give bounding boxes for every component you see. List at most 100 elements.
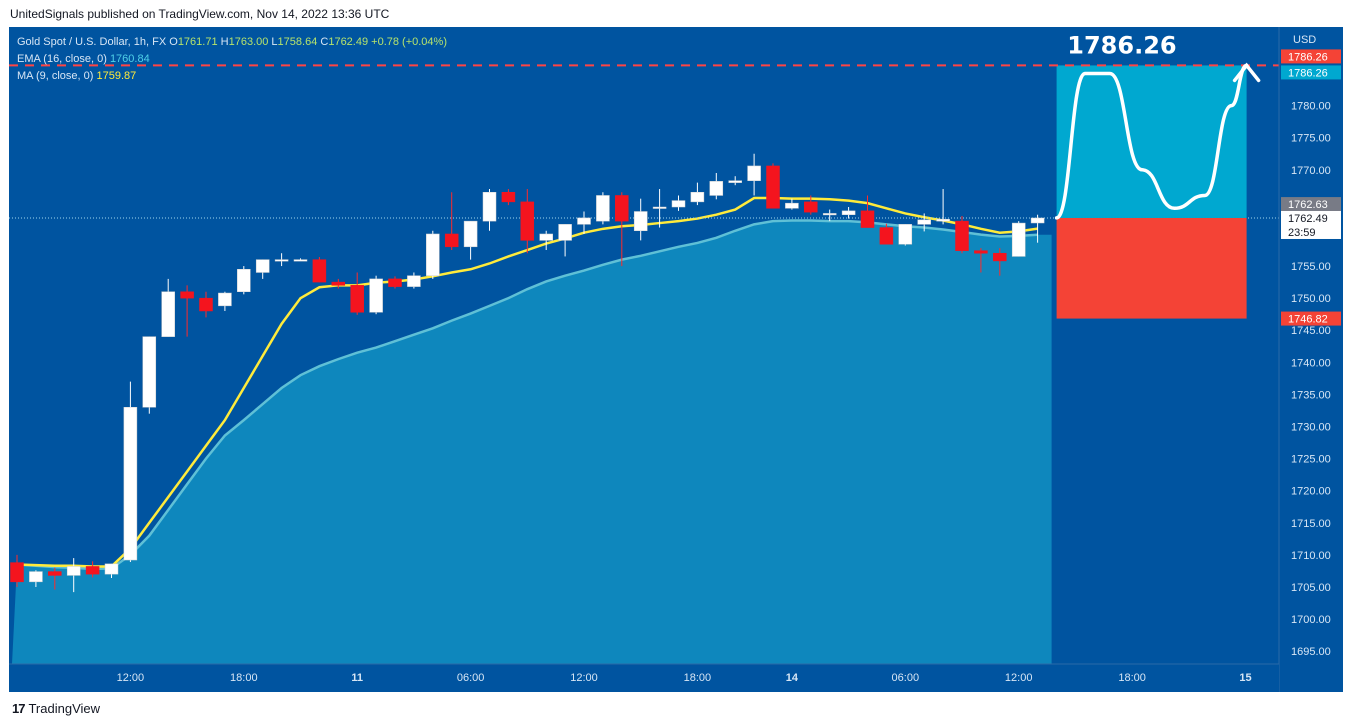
legend-open: 1761.71 <box>177 36 218 48</box>
time-tick: 15 <box>1239 672 1251 684</box>
candle <box>1011 222 1026 257</box>
candle <box>860 210 875 228</box>
price-tick: 1740.00 <box>1291 357 1331 369</box>
target-axis-tag-2-bg <box>1281 65 1341 80</box>
candle <box>66 566 81 576</box>
candle <box>690 192 705 203</box>
target-axis-tag: 1786.26 <box>1288 51 1328 63</box>
price-tick: 1745.00 <box>1291 325 1331 337</box>
candle <box>728 180 742 183</box>
stop-zone <box>1056 217 1247 319</box>
candle <box>237 269 251 292</box>
ma-label: MA (9, close, 0) <box>17 70 94 82</box>
legend-l-label: L <box>271 36 278 48</box>
time-tick: 12:00 <box>1005 672 1033 684</box>
stop-axis-tag-bg <box>1281 311 1341 326</box>
price-tick: 1730.00 <box>1291 422 1331 434</box>
candle <box>577 217 591 225</box>
candle <box>822 213 837 216</box>
price-tick: 1725.00 <box>1291 454 1331 466</box>
legend-main: Gold Spot / U.S. Dollar, 1h, FX O1761.71… <box>17 36 447 48</box>
brand-name: TradingView <box>28 701 101 716</box>
price-chart[interactable]: 1786.26 USD 1695.00 1700.00 1705.00 1710.00 17… <box>9 27 1343 692</box>
projection-path <box>1054 63 1249 220</box>
candle <box>841 210 856 215</box>
price-tick: 1710.00 <box>1291 550 1331 562</box>
candle <box>10 562 24 583</box>
candle <box>293 259 308 262</box>
candle <box>104 563 119 575</box>
candle <box>142 336 157 408</box>
legend-ema: EMA (16, close, 0) 1760.84 <box>17 53 150 65</box>
candle <box>633 211 648 232</box>
price-tick: 1695.00 <box>1291 646 1331 658</box>
candle <box>218 292 232 307</box>
time-tick: 12:00 <box>117 672 145 684</box>
candle <box>161 291 175 337</box>
time-axis <box>9 664 1279 692</box>
price-tick: 1720.00 <box>1291 486 1331 498</box>
current-price-tag: 1762.49 <box>1288 213 1328 225</box>
candle <box>426 233 440 276</box>
price-tick: 1780.00 <box>1291 101 1331 113</box>
currency-label: USD <box>1293 34 1316 46</box>
candle <box>785 202 799 209</box>
price-tick: 1750.00 <box>1291 293 1331 305</box>
candle <box>520 201 535 241</box>
legend-h-label: H <box>220 36 229 48</box>
target-axis-tag-2: 1786.26 <box>1288 67 1328 79</box>
candle <box>993 252 1007 262</box>
candle <box>917 219 931 225</box>
time-tick: 12:00 <box>570 672 598 684</box>
candle <box>747 165 761 181</box>
candle <box>955 220 969 251</box>
ma-area-fill <box>12 220 1052 664</box>
countdown-tag: 23:59 <box>1288 227 1316 239</box>
candle <box>369 278 383 313</box>
candle <box>879 227 894 245</box>
ema-value: 1760.84 <box>109 53 150 65</box>
candle <box>199 297 213 312</box>
candle <box>444 233 459 248</box>
legend-change: +0.78 (+0.04%) <box>371 36 447 48</box>
candle <box>898 224 913 245</box>
candle <box>407 275 421 287</box>
legend-symbol: Gold Spot / U.S. Dollar, 1h, FX <box>17 36 167 48</box>
publisher-header: UnitedSignals published on TradingView.c… <box>10 7 390 21</box>
candle <box>596 195 610 222</box>
time-tick: 06:00 <box>892 672 920 684</box>
current-price-tag-bg <box>1281 210 1341 239</box>
price-tick: 1700.00 <box>1291 614 1331 626</box>
legend-close: 1762.49 <box>328 36 369 48</box>
candle <box>766 165 780 209</box>
price-tick: 1715.00 <box>1291 518 1331 530</box>
target-zone <box>1056 65 1247 218</box>
candle <box>85 566 100 575</box>
price-tick: 1770.00 <box>1291 165 1331 177</box>
legend-low: 1758.64 <box>277 36 318 48</box>
projection-arrow-head <box>1232 62 1261 83</box>
price-tick: 1775.00 <box>1291 133 1331 145</box>
target-axis-tag-bg <box>1281 49 1341 64</box>
candle <box>463 220 478 248</box>
candle <box>48 571 62 576</box>
candle <box>482 192 497 222</box>
time-tick: 18:00 <box>230 672 258 684</box>
candle <box>312 259 327 283</box>
tradingview-logo-icon: 17 <box>12 701 26 716</box>
ma-value: 1759.87 <box>96 70 137 82</box>
legend-c-label: C <box>320 36 329 48</box>
candle <box>709 181 724 196</box>
prev-close-tag: 1762.63 <box>1288 199 1328 211</box>
candle <box>29 571 43 583</box>
candle <box>350 285 364 313</box>
candle <box>255 259 270 273</box>
stop-axis-tag: 1746.82 <box>1288 314 1328 326</box>
price-tick: 1755.00 <box>1291 261 1331 273</box>
tradingview-brand[interactable]: 17 TradingView <box>12 701 100 716</box>
candle <box>501 192 516 203</box>
legend-ma: MA (9, close, 0) 1759.87 <box>17 70 136 82</box>
candle <box>1030 217 1045 224</box>
candle <box>123 407 138 561</box>
candle <box>671 200 686 208</box>
